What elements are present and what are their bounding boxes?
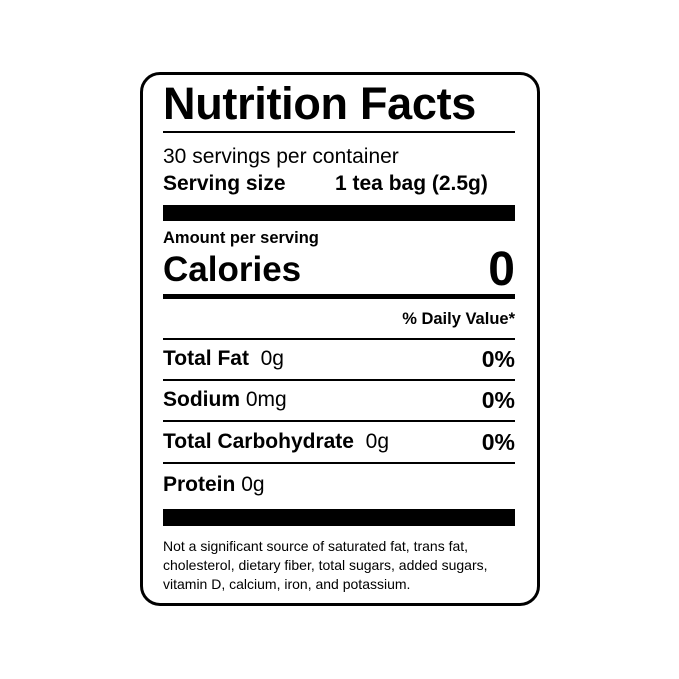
serving-size-value: 1 tea bag (2.5g) bbox=[335, 172, 488, 195]
amount-per-serving: Amount per serving bbox=[163, 229, 319, 247]
divider bbox=[163, 131, 515, 133]
servings-per-container: 30 servings per container bbox=[163, 145, 399, 168]
footnote-line: vitamin D, calcium, iron, and potassium. bbox=[163, 576, 411, 592]
nutrient-row-protein: Protein 0g bbox=[163, 473, 265, 497]
nutrient-name: Sodium bbox=[163, 388, 240, 411]
nutrient-dv: 0% bbox=[481, 429, 515, 455]
nutrition-facts-panel bbox=[140, 72, 540, 606]
medium-divider bbox=[163, 294, 515, 299]
label-title: Nutrition Facts bbox=[163, 78, 477, 129]
footnote-line: Not a significant source of saturated fa… bbox=[163, 538, 469, 554]
nutrient-name: Protein bbox=[163, 473, 236, 496]
daily-value-header: % Daily Value* bbox=[402, 310, 515, 328]
serving-size-label: Serving size bbox=[163, 172, 286, 195]
nutrient-amount: 0g bbox=[241, 473, 265, 496]
divider bbox=[163, 462, 515, 464]
footnote: Not a significant source of saturated fa… bbox=[163, 537, 488, 594]
thick-divider bbox=[163, 205, 515, 221]
divider bbox=[163, 379, 515, 381]
thick-divider bbox=[163, 509, 515, 526]
nutrient-name: Total Carbohydrate bbox=[163, 430, 354, 453]
nutrient-row-sodium: Sodium 0mg bbox=[163, 388, 287, 412]
nutrient-amount: 0g bbox=[260, 347, 284, 370]
calories-label: Calories bbox=[163, 250, 302, 289]
nutrient-dv: 0% bbox=[481, 387, 515, 413]
nutrient-row-total-carbohydrate: Total Carbohydrate 0g bbox=[163, 430, 389, 454]
nutrient-row-total-fat: Total Fat 0g bbox=[163, 347, 284, 371]
nutrient-amount: 0mg bbox=[245, 388, 287, 411]
divider bbox=[163, 338, 515, 340]
calories-value: 0 bbox=[488, 243, 515, 296]
nutrient-dv: 0% bbox=[481, 346, 515, 372]
divider bbox=[163, 420, 515, 422]
nutrient-amount: 0g bbox=[365, 430, 389, 453]
footnote-line: cholesterol, dietary fiber, total sugars… bbox=[163, 557, 488, 573]
nutrient-name: Total Fat bbox=[163, 347, 249, 370]
